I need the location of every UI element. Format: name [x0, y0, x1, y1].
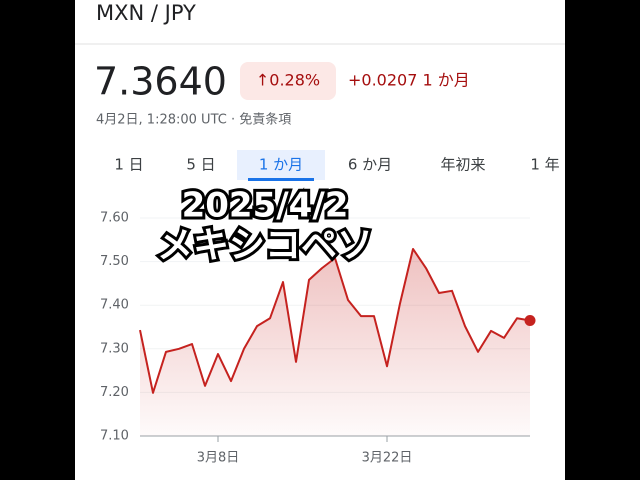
y-tick-label: 7.10 — [100, 429, 129, 444]
last-point — [524, 314, 536, 326]
tabs: 1 日 5 日 1 か月 6 か月 年初来 1 年 — [114, 150, 560, 181]
change-badge — [240, 62, 336, 100]
tab[interactable]: 1 日 — [114, 156, 143, 174]
tab[interactable]: 1 年 — [530, 156, 559, 174]
y-tick-label: 7.40 — [100, 298, 129, 313]
tab[interactable]: 6 か月 — [348, 156, 392, 174]
tab-underline — [248, 178, 314, 181]
y-tick-label: 7.50 — [100, 254, 129, 269]
plot: 7.10 7.20 7.30 7.40 7.50 7.60 3月8日 3月22日 — [100, 211, 536, 466]
overlay-caption: メキシコペソ — [157, 225, 373, 266]
y-tick-label: 7.60 — [100, 211, 129, 226]
price: 7.3640 — [94, 60, 227, 104]
change-pct: ↑0.28% — [256, 71, 320, 90]
tab[interactable]: 1 か月 — [259, 156, 303, 174]
x-tick-label: 3月22日 — [362, 451, 413, 466]
overlay-date: 2025/4/2 — [182, 186, 349, 226]
y-tick-label: 7.30 — [100, 341, 129, 356]
tab[interactable]: 5 日 — [186, 156, 215, 174]
timestamp[interactable]: 4月2日, 1:28:00 UTC · 免責条項 — [96, 112, 291, 128]
price-line — [139, 247, 531, 394]
change-abs: +0.0207 1 か月 — [348, 71, 470, 90]
tab[interactable]: 年初来 — [440, 156, 485, 174]
y-tick-label: 7.20 — [100, 385, 129, 400]
area — [140, 248, 530, 436]
pair-title: MXN / JPY — [96, 1, 196, 25]
x-tick-label: 3月8日 — [197, 451, 240, 466]
tab-highlight — [237, 150, 325, 180]
